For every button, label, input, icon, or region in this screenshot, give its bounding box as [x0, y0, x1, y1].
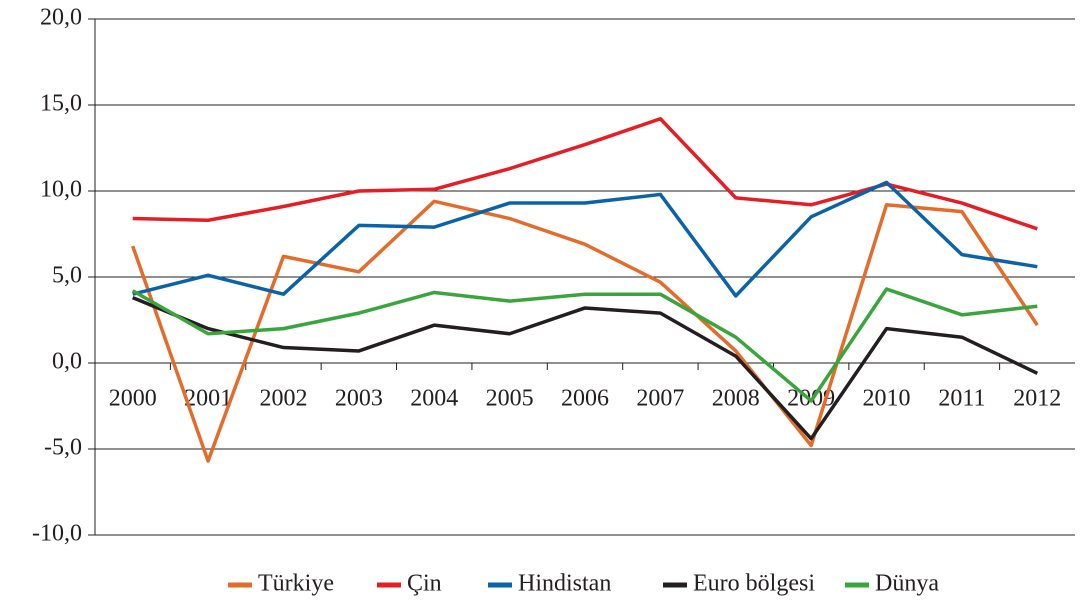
y-tick-label: 20,0	[40, 5, 82, 31]
x-tick-label: 2000	[109, 386, 157, 412]
series-line	[131, 199, 1039, 463]
y-tick-label: -5,0	[44, 435, 82, 461]
legend-label: Çin	[407, 571, 442, 597]
y-tick-label: 15,0	[40, 91, 82, 117]
legend-label: Dünya	[875, 571, 939, 597]
y-tick-label: 5,0	[52, 263, 82, 289]
x-tick-label: 2002	[259, 386, 307, 412]
series-line	[131, 287, 1038, 403]
x-tick-label: 2005	[486, 386, 534, 412]
y-tick-label: 0,0	[52, 349, 82, 375]
x-tick-label: 2010	[863, 386, 911, 412]
x-tick-label: 2007	[636, 386, 684, 412]
y-tick-label: 10,0	[40, 177, 82, 203]
series-line	[132, 180, 1038, 298]
legend-label: Türkiye	[258, 571, 334, 597]
x-tick-label: 2003	[335, 386, 383, 412]
y-tick-label: -10,0	[32, 521, 82, 547]
legend-label: Hindistan	[518, 571, 611, 597]
x-tick-label: 2006	[561, 386, 609, 412]
series-line	[132, 117, 1038, 231]
legend-label: Euro bölgesi	[693, 571, 815, 597]
x-tick-label: 2001	[184, 386, 232, 412]
x-tick-label: 2012	[1013, 386, 1061, 412]
x-tick-label: 2008	[712, 386, 760, 412]
x-tick-label: 2004	[410, 386, 458, 412]
series-line	[132, 296, 1039, 441]
x-tick-label: 2011	[938, 386, 985, 412]
